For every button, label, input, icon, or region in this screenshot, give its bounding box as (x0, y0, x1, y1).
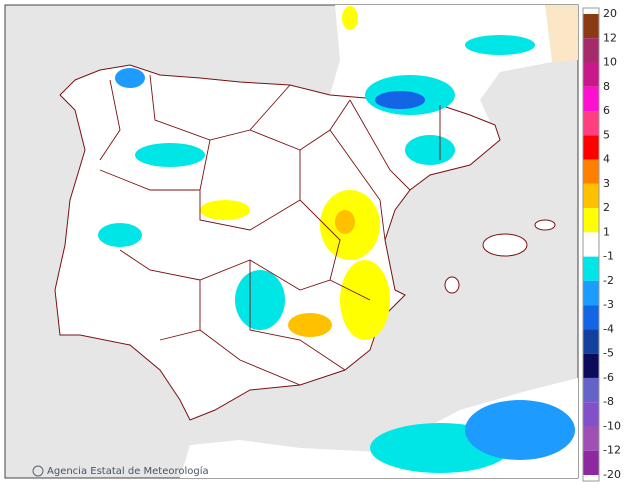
cold-area (405, 135, 455, 165)
legend-swatch (583, 280, 599, 306)
legend: 20 12 10 8 6 5 4 3 2 1 -1 -2 -3 -4 -5 -6 -8 -10 -12 -20 (582, 7, 621, 482)
warm-area (288, 313, 332, 337)
legend-label: 3 (603, 177, 610, 190)
cold-area (115, 68, 145, 88)
legend-label: 10 (603, 56, 617, 69)
legend-swatch (583, 135, 599, 160)
legend-label: -20 (603, 468, 621, 481)
cold-area (235, 270, 285, 330)
legend-swatch (583, 111, 599, 136)
legend-swatch (583, 329, 599, 354)
legend-swatch (583, 208, 599, 233)
legend-label: -3 (603, 298, 614, 311)
warm-area (342, 6, 358, 30)
legend-label: 2 (603, 201, 610, 214)
legend-label: -5 (603, 347, 614, 360)
warm-area (335, 210, 355, 234)
mallorca (482, 233, 528, 257)
legend-label: -1 (603, 250, 614, 263)
legend-label: 20 (603, 7, 617, 20)
province-borders (99, 74, 441, 386)
credit: Agencia Estatal de Meteorología (47, 465, 209, 477)
legend-label: -6 (603, 371, 614, 384)
legend-label: -4 (603, 322, 614, 335)
legend-swatch (583, 14, 599, 39)
legend-label: 4 (603, 153, 610, 166)
legend-label: 6 (603, 104, 610, 117)
legend-swatch (583, 450, 599, 475)
legend-swatch (583, 86, 599, 112)
legend-swatch (583, 256, 599, 281)
cold-area (465, 35, 535, 55)
legend-swatch (583, 183, 599, 209)
legend-label: 1 (603, 225, 610, 238)
copyright-icon (32, 465, 44, 477)
legend-swatch (583, 377, 599, 403)
legend-frame (582, 7, 600, 482)
legend-swatch (583, 159, 599, 184)
ibiza (444, 276, 460, 294)
legend-label: -2 (603, 274, 614, 287)
cold-area (98, 223, 142, 247)
legend-swatch (583, 353, 599, 378)
menorca (534, 219, 556, 231)
legend-swatch (583, 426, 599, 451)
legend-label: 12 (603, 31, 617, 44)
legend-swatch (583, 38, 599, 63)
cold-area (375, 91, 425, 109)
legend-swatch (583, 305, 599, 330)
anomaly-blobs (98, 6, 575, 473)
cold-area (135, 143, 205, 167)
legend-label: -12 (603, 444, 621, 457)
legend-swatch (583, 62, 599, 87)
legend-label: -8 (603, 395, 614, 408)
legend-label: 5 (603, 128, 610, 141)
legend-swatch (583, 402, 599, 427)
cold-area (465, 400, 575, 460)
legend-label: -10 (603, 419, 621, 432)
legend-swatch (583, 232, 599, 257)
logo: aemet (510, 455, 575, 476)
warm-area (200, 200, 250, 220)
warm-area (340, 260, 390, 340)
legend-label: 8 (603, 80, 610, 93)
land-outside (545, 5, 578, 62)
